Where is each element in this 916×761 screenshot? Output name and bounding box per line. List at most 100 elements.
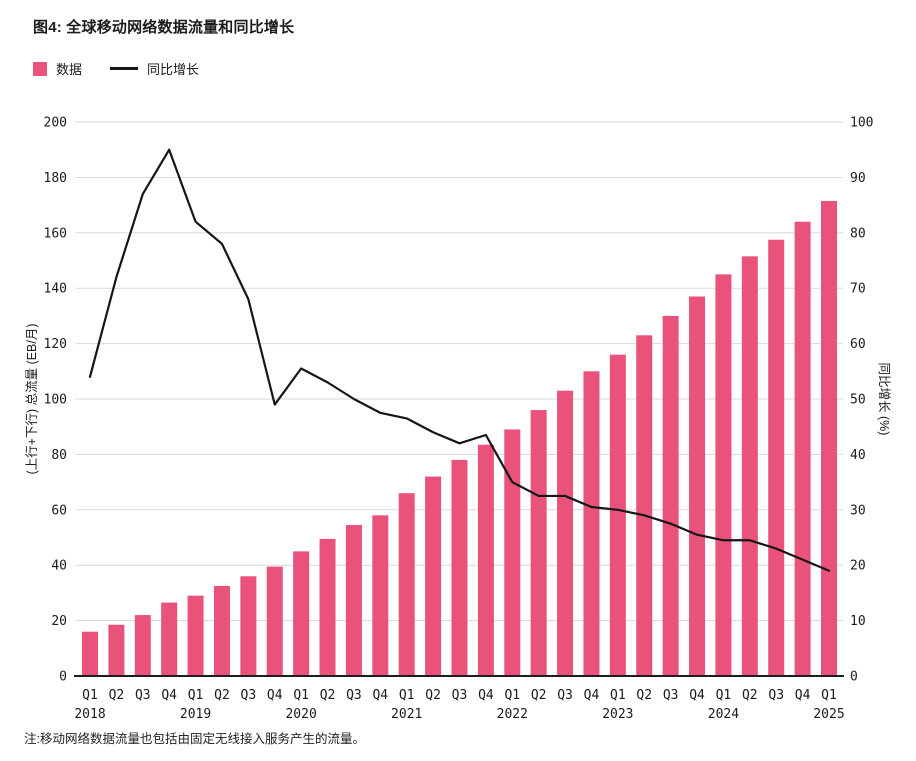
x-axis-labels: Q1 Q2 Q3 Q4 Q1 Q2 Q3 Q4 Q1 Q2 Q3 Q4 Q1 Q2 Q3 Q4 Q1 Q2 Q3 Q4…	[74, 688, 844, 722]
left-axis-tick-label: 80	[51, 448, 67, 463]
combo-chart: 0 20 40 60 80 100 120 140 160 180 200 0 10 20 30 40 50 60…	[25, 116, 892, 723]
quarter-label: Q3	[557, 688, 573, 703]
quarter-label: Q2	[109, 688, 125, 703]
right-axis-tick-label: 90	[850, 171, 866, 186]
quarter-label: Q3	[663, 688, 679, 703]
year-label: 2023	[602, 707, 633, 722]
bar	[82, 631, 98, 676]
growth-line	[88, 148, 831, 572]
left-axis-tick-label: 40	[51, 559, 67, 574]
bar-series	[82, 200, 837, 676]
bar	[636, 335, 653, 676]
left-axis-tick-label: 20	[51, 614, 67, 629]
left-axis-tick-label: 160	[44, 226, 67, 241]
quarter-label: Q2	[636, 688, 652, 703]
quarter-label: Q1	[188, 688, 204, 703]
bar	[240, 576, 257, 676]
quarter-label: Q3	[135, 688, 151, 703]
bar	[557, 390, 574, 676]
year-label: 2020	[285, 707, 316, 722]
bar	[345, 525, 362, 676]
bar	[768, 239, 785, 676]
quarter-label: Q2	[742, 688, 758, 703]
bar	[134, 615, 151, 676]
bar	[425, 476, 442, 676]
quarter-label: Q4	[795, 688, 811, 703]
left-axis-tick-label: 140	[44, 282, 67, 297]
quarter-label: Q1	[610, 688, 626, 703]
right-axis-tick-label: 40	[850, 448, 866, 463]
left-axis-tick-label: 200	[44, 116, 67, 131]
bar	[477, 444, 494, 676]
bar	[689, 296, 706, 676]
quarter-label: Q1	[504, 688, 520, 703]
chart-title: 图4: 全球移动网络数据流量和同比增长	[33, 19, 295, 36]
left-axis-title: (上行+下行) 总流量 (EB/月)	[25, 323, 39, 474]
year-label: 2018	[74, 707, 105, 722]
quarter-label: Q3	[768, 688, 784, 703]
quarter-label: Q1	[293, 688, 309, 703]
quarter-label: Q4	[584, 688, 600, 703]
bar	[451, 459, 468, 676]
line-series-swatch-icon	[110, 67, 139, 70]
quarter-label: Q2	[214, 688, 230, 703]
year-label: 2021	[391, 707, 422, 722]
bar	[715, 274, 732, 676]
bar	[741, 256, 758, 676]
year-label: 2024	[708, 707, 739, 722]
right-axis-tick-label: 100	[850, 116, 873, 131]
left-axis-tick-label: 180	[44, 171, 67, 186]
bar	[108, 624, 125, 676]
right-axis-tick-label: 70	[850, 282, 866, 297]
quarter-label: Q2	[320, 688, 336, 703]
bar	[504, 429, 521, 676]
quarter-label: Q1	[399, 688, 415, 703]
bar	[213, 585, 230, 676]
left-axis-tick-label: 60	[51, 503, 67, 518]
year-label: 2022	[497, 707, 528, 722]
year-label: 2019	[180, 707, 211, 722]
legend-label-growth: 同比增长	[147, 62, 200, 77]
bar	[372, 515, 389, 676]
quarter-label: Q4	[372, 688, 388, 703]
quarter-label: Q2	[531, 688, 547, 703]
chart-note: 注:移动网络数据流量也包括由固定无线接入服务产生的流量。	[24, 732, 365, 746]
right-axis-tick-label: 50	[850, 393, 866, 408]
quarter-label: Q4	[478, 688, 494, 703]
legend-label-data: 数据	[56, 62, 83, 77]
bar	[662, 315, 679, 676]
legend-item-data: 数据	[33, 59, 82, 78]
bar	[794, 221, 811, 676]
bar	[821, 200, 837, 676]
right-axis-tick-label: 80	[850, 226, 866, 241]
quarter-label: Q1	[821, 688, 837, 703]
right-axis-tick-label: 0	[850, 670, 858, 685]
bar	[266, 566, 283, 676]
bar	[530, 410, 547, 676]
right-axis-tick-label: 10	[850, 614, 866, 629]
right-axis-title: 同比增长 (%)	[877, 363, 892, 436]
year-label: 2025	[813, 707, 844, 722]
bar	[583, 371, 600, 676]
bar	[187, 595, 204, 676]
bar	[293, 551, 310, 676]
right-axis-tick-label: 60	[850, 337, 866, 352]
bar-series-swatch-icon	[33, 61, 47, 76]
quarter-label: Q3	[241, 688, 257, 703]
quarter-label: Q4	[689, 688, 705, 703]
left-axis-tick-label: 120	[44, 337, 67, 352]
gridlines: 0 20 40 60 80 100 120 140 160 180 200 0 10 20 30 40 50 60…	[44, 116, 874, 685]
quarter-label: Q4	[161, 688, 177, 703]
bar	[398, 493, 415, 676]
quarter-label: Q1	[82, 688, 98, 703]
bar	[609, 354, 626, 676]
right-axis-tick-label: 30	[850, 503, 866, 518]
bar	[161, 602, 178, 676]
chart-legend: 数据 同比增长	[33, 59, 199, 78]
quarter-label: Q2	[425, 688, 441, 703]
quarter-label: Q3	[346, 688, 362, 703]
left-axis-tick-label: 100	[44, 393, 67, 408]
quarter-label: Q1	[716, 688, 732, 703]
left-axis-tick-label: 0	[59, 670, 67, 685]
